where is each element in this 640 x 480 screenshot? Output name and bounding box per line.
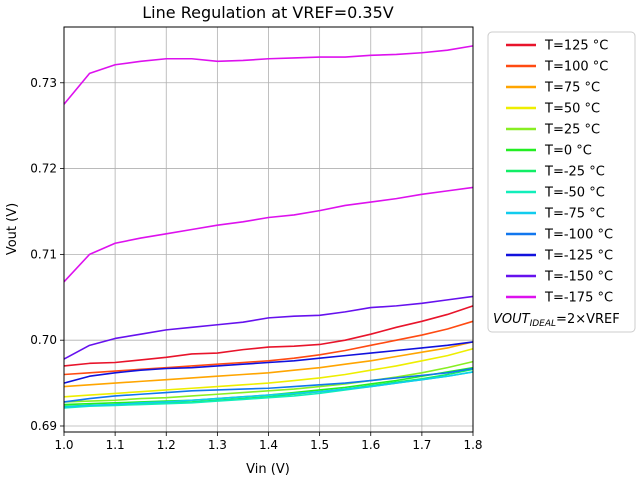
x-tick-label: 1.0: [54, 438, 73, 452]
x-axis-label: Vin (V): [246, 462, 290, 477]
x-tick-label: 1.4: [259, 438, 278, 452]
series-line-10: [63, 341, 474, 384]
series-line-13: [63, 45, 474, 105]
legend-entry-label: T=125 °C: [544, 39, 608, 54]
legend: T=125 °C T=100 °C T=75 °C T=50 °C T=25 °C T=0…: [487, 31, 636, 333]
legend-entry-label: T=-175 °C: [544, 291, 613, 306]
y-tick-label: 0.73: [30, 76, 57, 90]
legend-note: VOUTIDEAL=2×VREF: [493, 312, 620, 329]
legend-entry-label: T=-75 °C: [544, 207, 605, 222]
y-tick-label: 0.70: [30, 333, 57, 347]
legend-entry-label: T=25 °C: [544, 123, 600, 138]
x-tick-label: 1.3: [208, 438, 227, 452]
legend-entry-label: T=0 °C: [544, 144, 592, 159]
x-tick-label: 1.8: [463, 438, 482, 452]
series-line-12: [63, 186, 474, 283]
y-tick-label: 0.71: [30, 247, 57, 261]
series-line-11: [63, 295, 474, 360]
legend-entry-label: T=-125 °C: [544, 249, 613, 264]
x-tick-label: 1.5: [310, 438, 329, 452]
series-line-0: [63, 305, 474, 367]
legend-box: [487, 31, 636, 333]
legend-entry-label: T=-50 °C: [544, 186, 605, 201]
series-line-4: [63, 360, 474, 403]
x-tick-label: 1.7: [412, 438, 431, 452]
chart-title: Line Regulation at VREF=0.35V: [142, 3, 394, 22]
y-axis-label: Vout (V): [5, 203, 20, 255]
y-tick-label: 0.69: [30, 419, 57, 433]
series-line-1: [63, 320, 474, 376]
legend-entry-label: T=-100 °C: [544, 228, 613, 243]
series-line-8: [63, 371, 474, 408]
y-tick-label: 0.72: [30, 162, 57, 176]
legend-entry-label: T=50 °C: [544, 102, 600, 117]
legend-entry-label: T=100 °C: [544, 60, 608, 75]
series-line-2: [63, 341, 474, 388]
legend-entry-label: T=75 °C: [544, 81, 600, 96]
x-tick-label: 1.1: [106, 438, 125, 452]
legend-entry-label: T=-150 °C: [544, 270, 613, 285]
legend-entry-label: T=-25 °C: [544, 165, 605, 180]
plot-area: 1.0 1.1 1.2 1.3 1.4 1.5 1.6 1.7 1.8 0.69 0.70 0.71 0…: [30, 26, 483, 452]
x-tick-label: 1.6: [361, 438, 380, 452]
series-line-3: [63, 347, 474, 398]
series-line-9: [63, 367, 474, 403]
x-tick-label: 1.2: [157, 438, 176, 452]
